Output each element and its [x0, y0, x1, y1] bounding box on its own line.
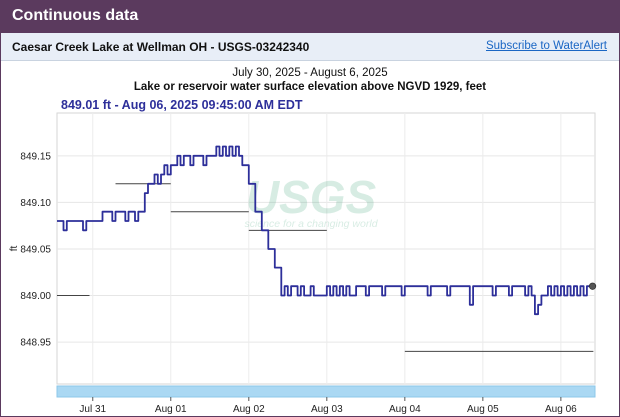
subscribe-wateralert-link[interactable]: Subscribe to WaterAlert: [485, 40, 607, 52]
watermark-logo-text: USGS: [246, 171, 377, 223]
x-tick-label: Aug 03: [311, 404, 343, 415]
x-tick-label: Aug 01: [155, 404, 187, 415]
site-name: Caesar Creek Lake at Wellman OH - USGS-0…: [12, 40, 310, 54]
time-range-brush[interactable]: [56, 385, 596, 398]
x-tick-label: Jul 31: [79, 404, 106, 415]
y-tick-label: 849.00: [20, 291, 51, 302]
x-tick-label: Aug 04: [389, 404, 421, 415]
y-tick-label: 849.05: [20, 244, 51, 255]
hydrograph-chart[interactable]: 848.95 849.00 849.05 849.10 849.15 ft USGSscie…: [1, 61, 619, 416]
y-tick-label: 849.10: [20, 198, 51, 209]
latest-point-marker[interactable]: [588, 282, 597, 290]
y-tick-label: 848.95: [20, 338, 51, 349]
series-line[interactable]: [57, 145, 593, 316]
x-tick-label: Aug 05: [467, 404, 499, 415]
panel-header: Continuous data: [1, 1, 619, 33]
x-tick-label: Aug 02: [233, 404, 265, 415]
panel-title: Continuous data: [12, 7, 139, 24]
chart-date-range: July 30, 2025 - August 6, 2025: [232, 67, 388, 79]
chart-title: Lake or reservoir water surface elevatio…: [133, 81, 487, 93]
site-bar: Caesar Creek Lake at Wellman OH - USGS-0…: [1, 33, 619, 61]
latest-value-label: 849.01 ft - Aug 06, 2025 09:45:00 AM EDT: [61, 98, 303, 112]
watermark-tagline: science for a changing world: [244, 218, 378, 230]
y-axis-label: ft: [9, 246, 20, 252]
y-tick-label: 849.15: [20, 151, 51, 162]
x-tick-label: Aug 06: [545, 404, 577, 415]
